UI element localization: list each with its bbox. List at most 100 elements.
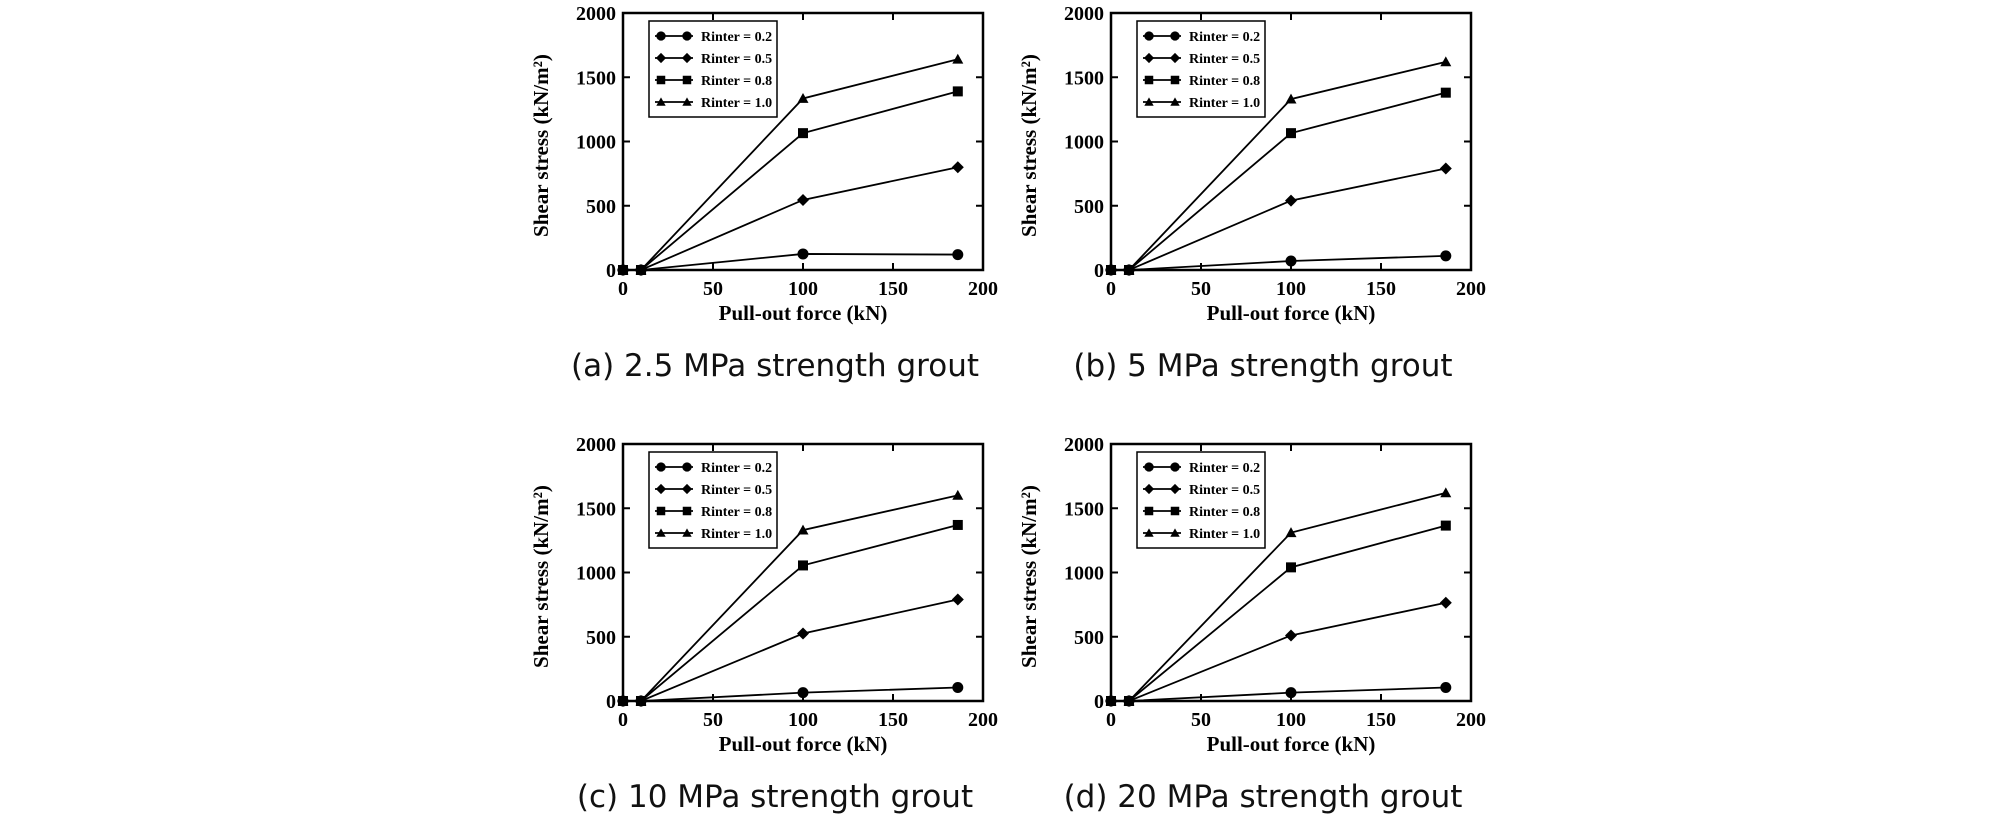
legend-marker (682, 75, 692, 85)
series-line (623, 90, 959, 271)
y-tick-label: 2000 (576, 434, 616, 456)
legend-marker (1144, 506, 1154, 516)
series-line (1111, 491, 1447, 702)
y-tick-label: 1500 (576, 498, 616, 520)
data-point (635, 695, 647, 706)
legend-box (648, 20, 778, 118)
legend-label: Rinter = 1.0 (701, 527, 772, 542)
data-point (1123, 695, 1135, 706)
legend-marker (1170, 75, 1180, 85)
y-tick-label: 1000 (1064, 563, 1104, 585)
y-axis-label: Shear stress (kN/m²) (529, 485, 553, 668)
series-line (623, 58, 959, 271)
y-tick-label: 500 (586, 627, 616, 649)
x-tick-label: 50 (1191, 709, 1211, 731)
legend-marker (656, 31, 666, 41)
data-point (1440, 250, 1452, 262)
y-tick-label: 0 (1094, 260, 1104, 282)
legend-marker (1144, 31, 1154, 41)
legend-marker (656, 75, 666, 85)
legend-label: Rinter = 0.2 (701, 461, 772, 476)
legend-label: Rinter = 0.8 (1189, 505, 1260, 520)
x-tick-label: 50 (703, 278, 723, 300)
legend-marker (1144, 75, 1154, 85)
legend-label: Rinter = 0.5 (701, 483, 772, 498)
legend-marker (681, 52, 693, 64)
legend-marker (682, 528, 692, 537)
x-tick-label: 100 (788, 278, 818, 300)
series-line (1111, 91, 1447, 271)
data-point (952, 489, 964, 500)
x-tick-label: 50 (1191, 278, 1211, 300)
legend-label: Rinter = 1.0 (1189, 96, 1260, 111)
legend-marker (1170, 528, 1180, 537)
data-point (797, 524, 809, 535)
legend-marker (681, 483, 693, 495)
data-point (1439, 162, 1452, 175)
x-tick-label: 150 (878, 709, 908, 731)
data-point (1286, 128, 1296, 139)
legend-marker (1170, 97, 1180, 106)
data-point (797, 687, 809, 699)
legend-label: Rinter = 1.0 (701, 96, 772, 111)
legend-label: Rinter = 0.8 (701, 74, 772, 89)
data-point (797, 92, 809, 103)
y-tick-label: 500 (586, 196, 616, 218)
data-point (1285, 527, 1297, 538)
x-axis-label: Pull-out force (kN) (719, 732, 888, 756)
y-tick-label: 500 (1074, 627, 1104, 649)
legend-marker (1143, 483, 1155, 495)
data-point (1440, 87, 1451, 98)
legend-marker (1169, 483, 1181, 495)
y-axis-label: Shear stress (kN/m²) (1017, 54, 1041, 237)
y-tick-label: 1000 (576, 563, 616, 585)
legend-label: Rinter = 0.2 (1189, 30, 1260, 45)
legend-marker (1144, 528, 1154, 537)
legend-marker (656, 97, 666, 106)
x-tick-label: 200 (1456, 278, 1486, 300)
x-tick-label: 100 (788, 709, 818, 731)
legend-marker (656, 462, 666, 472)
x-tick-label: 200 (968, 278, 998, 300)
data-point (1440, 682, 1452, 694)
x-tick-label: 100 (1276, 278, 1306, 300)
data-point (798, 128, 808, 139)
data-point (951, 161, 964, 174)
legend-box (1136, 20, 1266, 118)
series-line (1111, 60, 1447, 271)
series-line (1111, 601, 1446, 702)
y-tick-label: 1500 (1064, 67, 1104, 89)
data-point (951, 593, 964, 606)
y-tick-label: 1500 (576, 67, 616, 89)
data-point (952, 519, 963, 530)
x-tick-label: 200 (1456, 709, 1486, 731)
y-tick-label: 0 (606, 260, 616, 282)
x-tick-label: 50 (703, 709, 723, 731)
x-tick-label: 150 (878, 278, 908, 300)
legend-marker (682, 506, 692, 516)
legend-marker (682, 462, 692, 472)
data-point (1440, 487, 1452, 498)
x-axis-label: Pull-out force (kN) (1207, 301, 1376, 325)
data-point (635, 264, 647, 275)
legend-marker (655, 52, 667, 64)
y-tick-label: 1000 (1064, 132, 1104, 154)
legend-label: Rinter = 0.8 (1189, 74, 1260, 89)
x-axis-label: Pull-out force (kN) (1207, 732, 1376, 756)
series-line (1111, 686, 1446, 702)
x-tick-label: 200 (968, 709, 998, 731)
legend-marker (1170, 462, 1180, 472)
data-point (1285, 255, 1297, 267)
data-point (1285, 194, 1297, 207)
data-point (1105, 695, 1117, 706)
x-tick-label: 0 (1106, 709, 1116, 731)
legend-marker (682, 97, 692, 106)
legend-marker (1144, 462, 1154, 472)
legend-label: Rinter = 0.2 (701, 30, 772, 45)
x-tick-label: 0 (618, 709, 628, 731)
data-point (797, 627, 809, 640)
y-tick-label: 0 (1094, 691, 1104, 713)
